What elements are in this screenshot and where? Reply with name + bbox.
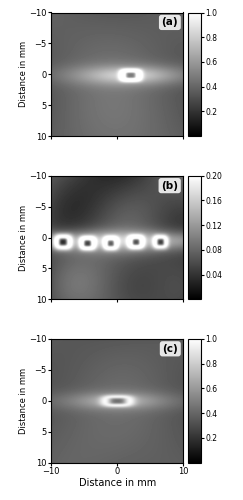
- Text: (c): (c): [162, 344, 178, 354]
- Y-axis label: Distance in mm: Distance in mm: [19, 42, 28, 108]
- Y-axis label: Distance in mm: Distance in mm: [19, 368, 28, 434]
- X-axis label: Distance in mm: Distance in mm: [79, 478, 156, 488]
- Y-axis label: Distance in mm: Distance in mm: [19, 204, 28, 270]
- Text: (a): (a): [162, 18, 178, 28]
- Text: (b): (b): [161, 180, 178, 190]
